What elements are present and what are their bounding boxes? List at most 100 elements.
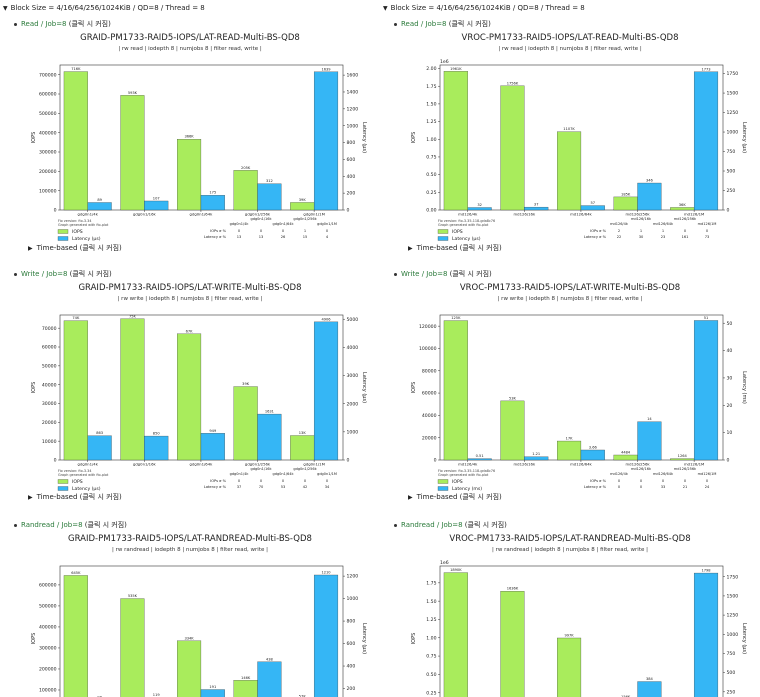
fio-version-text: Fio version: fio-3.34 Graph generated wit… <box>58 219 109 227</box>
table-column-header: gdg0n1/64k <box>273 222 295 226</box>
latency-data-label: 4906 <box>321 317 331 321</box>
iops-sd-cell: 0 <box>282 479 285 483</box>
table-column-header: gdg0n1/256k <box>293 467 317 471</box>
iops-bar <box>443 572 468 697</box>
table-column-header: md126/256k <box>674 467 697 471</box>
click-hint: (클릭 시 커짐) <box>66 20 111 28</box>
latency-bar <box>313 71 339 211</box>
iops-data-label: 1107K <box>563 127 575 131</box>
write-section-link[interactable]: Write / Job=8 <box>401 270 448 278</box>
y-tick-label: 300000 <box>39 646 57 652</box>
y-tick-label: 60000 <box>422 391 437 397</box>
iops-data-label: 75K <box>129 314 137 318</box>
fio-version-text: Fio version: fio-3.35-118-gda8c76 Graph g… <box>438 219 495 227</box>
latency-data-label: 1631 <box>265 410 274 414</box>
time-based-toggle-write-right[interactable]: ▶ Time-based (클릭 시 커짐) <box>408 492 502 502</box>
graph-generated-line: Graph generated with fio-plot <box>438 473 489 477</box>
y2-tick-label: 0 <box>347 208 350 214</box>
chart-vroc-write[interactable]: VROC-PM1733-RAID5-IOPS/LAT-WRITE-Multi-B… <box>380 280 760 492</box>
triangle-right-icon[interactable]: ▶ <box>408 494 413 501</box>
y-tick-label: 400000 <box>39 130 57 136</box>
iops-sd-cell: 0 <box>662 479 665 483</box>
latency-bar <box>87 202 112 211</box>
section-randread-right: Randread / Job=8 (클릭 시 커짐) <box>394 520 507 530</box>
chart-svg: 0100000200000300000400000500000600000020… <box>31 565 367 697</box>
legend-latency-swatch <box>57 236 69 241</box>
y2-tick-label: 4000 <box>347 345 359 351</box>
write-section-link[interactable]: Write / Job=8 <box>21 270 68 278</box>
y2-tick-label: 1000 <box>347 596 359 602</box>
lat-sd-cell: 0 <box>640 485 643 489</box>
y2-tick-label: 1600 <box>347 73 359 79</box>
y-tick-label: 40000 <box>42 382 57 388</box>
chart-vroc-randread[interactable]: VROC-PM1733-RAID5-IOPS/LAT-RANDREAD-Mult… <box>380 531 760 697</box>
chart-subtitle: | rw randread | iodepth 8 | numjobs 8 | … <box>492 547 648 553</box>
y2-axis-title: Latency (μs) <box>361 623 367 654</box>
click-hint: (클릭 시 커짐) <box>67 270 112 278</box>
legend-iops-swatch <box>57 479 69 484</box>
table-column-header: md126/256k <box>674 217 697 221</box>
y2-tick-label: 500 <box>727 169 736 175</box>
latency-data-label: 1.21 <box>532 452 540 456</box>
time-based-toggle-write-left[interactable]: ▶ Time-based (클릭 시 커짐) <box>28 492 122 502</box>
y-tick-label: 0.25 <box>426 690 436 696</box>
y2-tick-label: 1000 <box>727 632 739 638</box>
chart-graid-write[interactable]: GRAID-PM1733-RAID5-IOPS/LAT-WRITE-Multi-… <box>0 280 380 492</box>
y-tick-label: 1.00 <box>426 137 436 143</box>
block-size-summary[interactable]: ▼ Block Size = 4/16/64/256/1024KiB / QD=8… <box>383 4 585 12</box>
time-based-toggle-read-left[interactable]: ▶ Time-based (클릭 시 커짐) <box>28 243 122 253</box>
y2-tick-label: 20 <box>727 403 733 409</box>
bullet-dot-icon <box>14 22 17 26</box>
time-based-toggle-read-right[interactable]: ▶ Time-based (클릭 시 커짐) <box>408 243 502 253</box>
lat-sd-row-label: Latency σ % <box>584 485 607 489</box>
bullet-dot-icon <box>394 523 397 527</box>
read-section-link[interactable]: Read / Job=8 <box>401 20 447 28</box>
iops-bar <box>557 131 582 211</box>
chart-graid-read[interactable]: GRAID-PM1733-RAID5-IOPS/LAT-READ-Multi-B… <box>0 30 380 242</box>
y-tick-label: 0 <box>54 458 57 464</box>
y-tick-label: 700000 <box>39 72 57 78</box>
y-axis-title: IOPS <box>31 633 37 645</box>
iops-sd-cell: 1 <box>640 229 642 233</box>
latency-bar <box>257 413 282 461</box>
iops-bar <box>443 71 468 211</box>
read-section-link[interactable]: Read / Job=8 <box>21 20 67 28</box>
legend-iops-swatch <box>437 229 449 234</box>
latency-bar <box>257 661 282 697</box>
randread-section-link[interactable]: Randread / Job=8 <box>401 521 463 529</box>
chart-vroc-read[interactable]: VROC-PM1733-RAID5-IOPS/LAT-READ-Multi-BS… <box>380 30 760 242</box>
triangle-right-icon[interactable]: ▶ <box>28 494 33 501</box>
summary-text: Block Size = 4/16/64/256/1024KiB / QD=8 … <box>10 4 205 12</box>
latency-data-label: 384 <box>646 677 654 681</box>
time-based-label: Time-based (클릭 시 커짐) <box>416 493 502 501</box>
iops-sd-cell: 0 <box>618 479 621 483</box>
y2-tick-label: 1750 <box>727 71 739 77</box>
lat-sd-cell: 53 <box>281 485 286 489</box>
block-size-summary[interactable]: ▼ Block Size = 4/16/64/256/1024KiB / QD=8… <box>3 4 205 12</box>
triangle-right-icon[interactable]: ▶ <box>408 245 413 252</box>
iops-data-label: 1264 <box>678 454 688 458</box>
triangle-right-icon[interactable]: ▶ <box>28 245 33 252</box>
x-tick-label: gdg0n1/4k <box>78 212 99 217</box>
time-based-label: Time-based (클릭 시 커짐) <box>416 244 502 252</box>
iops-sd-cell: 1 <box>304 229 306 233</box>
chart-graid-randread[interactable]: GRAID-PM1733-RAID5-IOPS/LAT-RANDREAD-Mul… <box>0 531 380 697</box>
triangle-down-icon[interactable]: ▼ <box>383 5 388 12</box>
latency-bar <box>580 449 605 461</box>
x-tick-label: gdg0n1/256k <box>245 462 271 467</box>
chart-svg: 0100002000030000400005000060000700000100… <box>31 314 367 492</box>
y2-tick-label: 2000 <box>347 401 359 407</box>
latency-bar <box>313 574 339 697</box>
time-based-label: Time-based (클릭 시 커짐) <box>36 244 122 252</box>
legend-iops-label: IOPS <box>72 229 83 235</box>
y-tick-label: 0.00 <box>426 208 436 214</box>
iops-data-label: 366K <box>184 135 194 139</box>
triangle-down-icon[interactable]: ▼ <box>3 5 8 12</box>
section-read-left: Read / Job=8 (클릭 시 커짐) <box>14 19 111 29</box>
y-axis-title: IOPS <box>31 132 37 144</box>
iops-sd-cell: 0 <box>326 229 329 233</box>
y2-tick-label: 800 <box>347 619 356 625</box>
y2-axis-title: Latency (μs) <box>361 372 367 403</box>
x-tick-label: gdg0n1/1M <box>303 212 324 217</box>
randread-section-link[interactable]: Randread / Job=8 <box>21 521 83 529</box>
